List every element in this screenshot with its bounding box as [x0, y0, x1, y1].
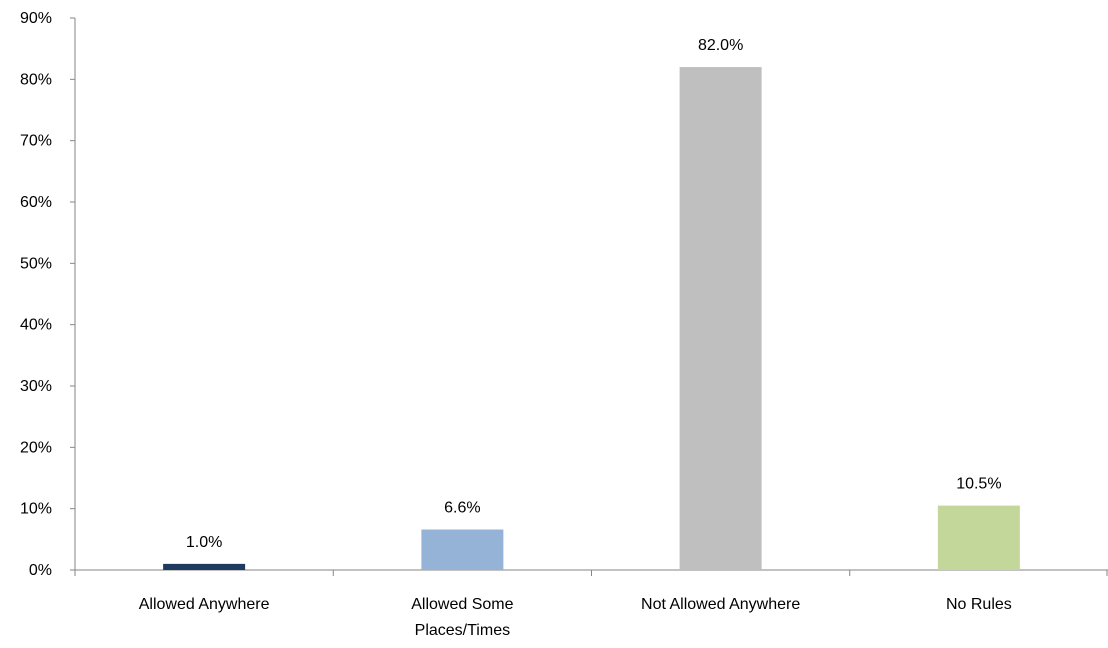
y-tick-label: 80%: [20, 71, 52, 88]
x-tick-label-line: Not Allowed Anywhere: [641, 596, 800, 613]
y-axis: 0% 10% 20% 30% 40% 50% 60% 70% 80% 90%: [20, 10, 76, 579]
y-tick-label: 10%: [20, 501, 52, 518]
x-tick-label: Not Allowed Anywhere: [641, 596, 800, 613]
x-tick-label: Allowed Some Places/Times: [411, 596, 513, 639]
x-tick-label-line: Allowed Anywhere: [139, 596, 270, 613]
y-tick-label: 30%: [20, 378, 52, 395]
x-tick-label-line: Places/Times: [415, 622, 510, 639]
y-tick-label: 60%: [20, 194, 52, 211]
data-label: 6.6%: [444, 500, 480, 517]
y-tick-label: 70%: [20, 133, 52, 150]
data-label: 82.0%: [698, 37, 743, 54]
x-tick-label: Allowed Anywhere: [139, 596, 270, 613]
x-axis: Allowed Anywhere Allowed Some Places/Times…: [74, 569, 1108, 639]
bar: [421, 529, 504, 570]
data-label: 1.0%: [186, 534, 222, 551]
y-tick-label: 0%: [29, 562, 52, 579]
bar: [679, 67, 762, 571]
x-tick-label-line: No Rules: [946, 596, 1012, 613]
y-tick-label: 20%: [20, 439, 52, 456]
y-tick-label: 90%: [20, 10, 52, 27]
y-tick-label: 50%: [20, 255, 52, 272]
bars: [163, 67, 1020, 571]
bar: [937, 505, 1020, 570]
data-label: 10.5%: [956, 476, 1001, 493]
data-labels: 1.0% 6.6% 82.0% 10.5%: [186, 37, 1002, 551]
y-tick-label: 40%: [20, 317, 52, 334]
bar: [163, 563, 246, 570]
x-tick-label-line: Allowed Some: [411, 596, 513, 613]
x-tick-label: No Rules: [946, 596, 1012, 613]
